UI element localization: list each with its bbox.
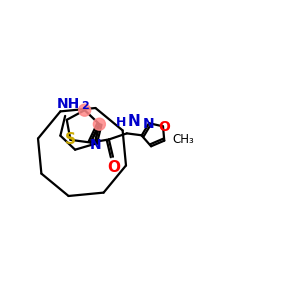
Text: S: S bbox=[65, 132, 76, 147]
Text: N: N bbox=[143, 117, 155, 131]
Text: 2: 2 bbox=[81, 101, 88, 111]
Text: N: N bbox=[90, 138, 101, 152]
Text: N: N bbox=[128, 114, 140, 129]
Text: CH₃: CH₃ bbox=[172, 133, 194, 146]
Text: O: O bbox=[158, 120, 170, 134]
Circle shape bbox=[79, 104, 91, 116]
Text: NH: NH bbox=[57, 97, 80, 111]
Text: O: O bbox=[107, 160, 120, 175]
Circle shape bbox=[93, 118, 105, 130]
Text: H: H bbox=[116, 116, 126, 129]
